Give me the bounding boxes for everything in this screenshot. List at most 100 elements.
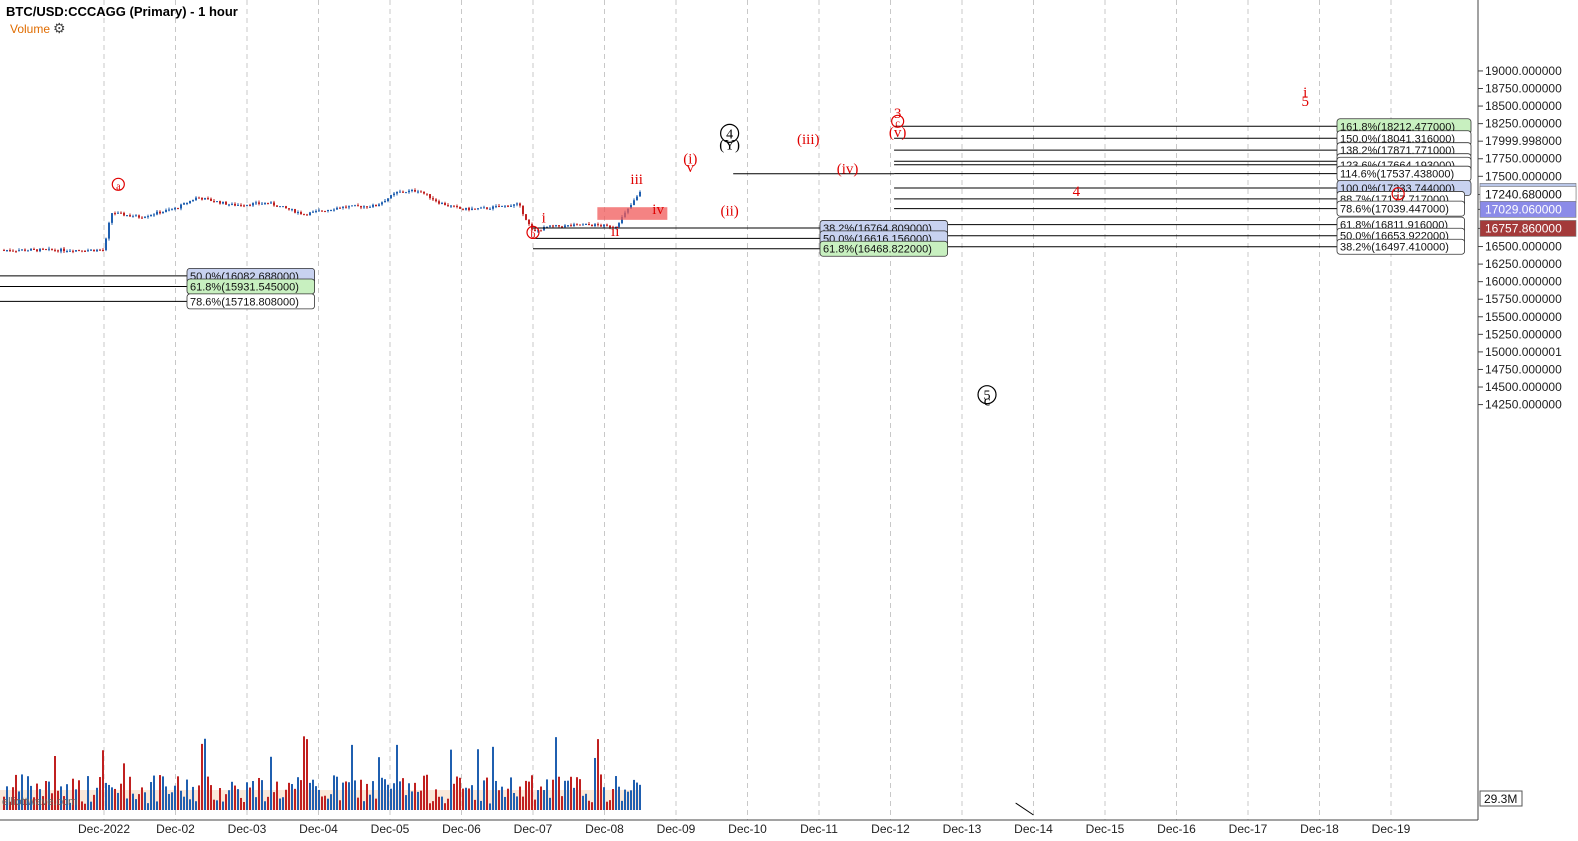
candle-body [408, 190, 410, 193]
volume-bar [93, 794, 95, 810]
candle-body [78, 250, 80, 252]
volume-bar [219, 788, 221, 810]
volume-bar [615, 776, 617, 810]
candle-body [198, 197, 200, 199]
candle-body [45, 249, 47, 251]
y-tick-label: 15750.000000 [1485, 292, 1562, 306]
candle-body [375, 204, 377, 207]
volume-bar [231, 781, 233, 810]
y-tick-label: 15000.000001 [1485, 345, 1562, 359]
volume-bar [117, 792, 119, 810]
volume-bar [573, 787, 575, 810]
candle-body [267, 202, 269, 204]
candle-body [264, 202, 266, 204]
wave-label: (i) [683, 152, 697, 168]
watermark: elliottwave.com [2, 796, 78, 808]
volume-bar [465, 787, 467, 810]
volume-bar [582, 795, 584, 810]
volume-bar [606, 801, 608, 810]
x-tick-label: Dec-03 [228, 822, 267, 836]
volume-bar [516, 796, 518, 810]
candle-body [591, 224, 593, 226]
candle-body [120, 212, 122, 214]
volume-bar [90, 801, 92, 810]
candle-body [225, 201, 227, 205]
candle-body [603, 224, 605, 227]
volume-bar [186, 779, 188, 810]
y-tick-label: 16250.000000 [1485, 257, 1562, 271]
volume-bar [501, 786, 503, 810]
candle-body [342, 206, 344, 208]
fib-right-label: 150.0%(18041.316000) [1340, 133, 1455, 145]
volume-bar [459, 777, 461, 810]
volume-bar [51, 793, 53, 810]
volume-bar [252, 781, 254, 810]
volume-bar [564, 780, 566, 810]
candle-body [363, 206, 365, 208]
candle-body [171, 209, 173, 211]
candle-body [537, 230, 539, 232]
volume-bar [444, 803, 446, 810]
volume-bar [213, 799, 215, 810]
candle-body [204, 198, 206, 200]
y-tick-label: 15250.000000 [1485, 327, 1562, 341]
candle-body [543, 227, 545, 231]
grid-lines [103, 0, 1392, 820]
volume-bar [138, 794, 140, 810]
volume-bar [618, 786, 620, 810]
candle-body [75, 250, 77, 252]
candle-body [609, 225, 611, 228]
candle-body [486, 207, 488, 209]
volume-bar [246, 782, 248, 810]
candle-body [300, 212, 302, 215]
volume-bar [123, 763, 125, 810]
candle-body [132, 216, 134, 218]
volume-bar [291, 784, 293, 810]
candle-body [507, 205, 509, 207]
volume-bar [399, 781, 401, 810]
volume-bar [552, 779, 554, 810]
wave-label: ii [611, 224, 619, 240]
wave-label: (Y) [719, 138, 740, 154]
candle-body [306, 214, 308, 216]
candle-body [33, 248, 35, 250]
volume-bar [363, 801, 365, 810]
candle-body [144, 216, 146, 218]
candle-body [180, 204, 182, 209]
candle-body [99, 249, 101, 251]
candle-body [540, 230, 542, 232]
candle-body [405, 192, 407, 194]
volume-bar [477, 749, 479, 810]
volume-bar [339, 800, 341, 810]
candle-body [294, 209, 296, 213]
volume-bar [81, 801, 83, 810]
candle-body [243, 205, 245, 207]
candle-body [249, 204, 251, 206]
volume-bar [312, 779, 314, 810]
candle-body [270, 202, 272, 204]
volume-bar [384, 779, 386, 810]
wave-label: c [984, 393, 991, 409]
volume-bar [441, 796, 443, 810]
volume-bar [303, 736, 305, 810]
volume-bar [537, 790, 539, 810]
candle-body [546, 226, 548, 228]
candle-body [489, 208, 491, 210]
candle-body [93, 249, 95, 252]
volume-bar [27, 776, 29, 810]
volume-bar [84, 803, 86, 810]
wave-label: (v) [889, 125, 907, 141]
candle-body [117, 212, 119, 214]
candle-body [558, 225, 560, 227]
candle-body [330, 209, 332, 211]
volume-bar [228, 790, 230, 810]
candle-body [555, 225, 557, 227]
volume-bar [558, 776, 560, 810]
y-tick-label: 14250.000000 [1485, 398, 1562, 412]
x-tick-label: Dec-07 [514, 822, 553, 836]
gear-icon[interactable]: ⚙ [53, 20, 66, 36]
volume-bar [60, 786, 62, 810]
volume-bar [324, 795, 326, 810]
candle-body [288, 208, 290, 210]
